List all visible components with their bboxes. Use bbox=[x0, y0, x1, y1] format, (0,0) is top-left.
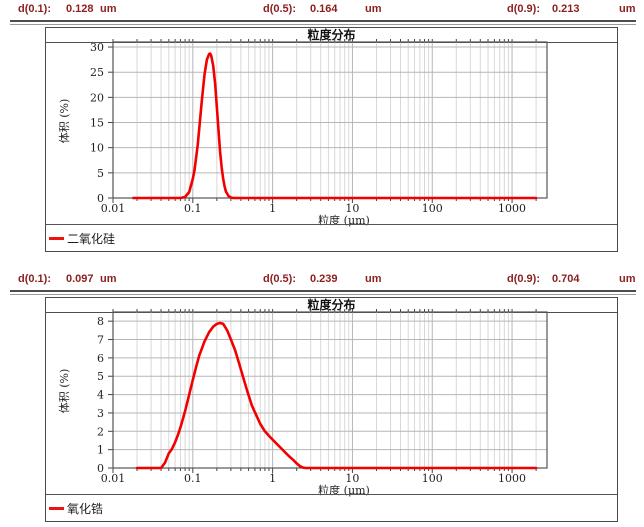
legend-label: 二氧化硅 bbox=[67, 231, 116, 246]
x-axis-title: 粒度 (μm) bbox=[318, 484, 370, 497]
svg-text:1000: 1000 bbox=[498, 202, 526, 215]
particle-size-plot-silica: 0 5 10 15 20 25 30 0.01 0.1 1 10 100 1000 bbox=[90, 39, 548, 215]
d90-label: d(0.9): bbox=[507, 3, 540, 15]
d10-unit: um bbox=[100, 3, 117, 15]
svg-text:0.01: 0.01 bbox=[101, 202, 126, 215]
particle-size-plot-zirconia: 0 1 2 3 4 5 6 7 8 0.01 0.1 1 10 100 1000 bbox=[97, 309, 548, 485]
svg-text:0: 0 bbox=[97, 192, 104, 205]
d10-value: 0.097 bbox=[66, 273, 94, 285]
svg-text:1: 1 bbox=[97, 444, 104, 457]
header-divider bbox=[10, 290, 636, 295]
d50-value: 0.239 bbox=[310, 273, 338, 285]
svg-text:3: 3 bbox=[97, 407, 104, 420]
d10-value: 0.128 bbox=[66, 3, 94, 15]
d50-unit: um bbox=[365, 273, 382, 285]
dvalues-header: d(0.1): 0.128 um d(0.5): 0.164 um d(0.9)… bbox=[0, 0, 644, 18]
d50-label: d(0.5): bbox=[263, 273, 296, 285]
d90-label: d(0.9): bbox=[507, 273, 540, 285]
d90-unit: um bbox=[619, 3, 636, 15]
dvalues-header: d(0.1): 0.097 um d(0.5): 0.239 um d(0.9)… bbox=[0, 270, 644, 288]
chart-box-silica: 粒度分布 0 5 10 15 20 25 30 0.01 0.1 1 10 100 1000 体积 (%… bbox=[45, 27, 618, 252]
svg-text:7: 7 bbox=[97, 334, 104, 347]
legend-divider bbox=[46, 494, 617, 495]
svg-text:0.1: 0.1 bbox=[184, 202, 202, 215]
svg-text:100: 100 bbox=[422, 472, 443, 485]
d10-label: d(0.1): bbox=[18, 273, 51, 285]
d10-label: d(0.1): bbox=[18, 3, 51, 15]
d50-unit: um bbox=[365, 3, 382, 15]
svg-text:15: 15 bbox=[90, 117, 104, 130]
svg-text:1: 1 bbox=[269, 202, 276, 215]
svg-text:0.01: 0.01 bbox=[101, 472, 126, 485]
chart-title: 粒度分布 bbox=[307, 298, 356, 312]
d50-value: 0.164 bbox=[310, 3, 338, 15]
panel-silica: d(0.1): 0.128 um d(0.5): 0.164 um d(0.9)… bbox=[0, 0, 644, 257]
svg-text:20: 20 bbox=[90, 91, 104, 104]
chart-box-zirconia: 粒度分布 0 1 2 3 4 5 6 7 8 0.01 0.1 1 10 100 1000 体积 (%) 粒… bbox=[45, 297, 618, 522]
svg-text:5: 5 bbox=[97, 370, 104, 383]
legend-line-marker bbox=[49, 506, 64, 510]
svg-text:6: 6 bbox=[97, 352, 104, 365]
svg-text:8: 8 bbox=[97, 315, 104, 328]
legend-divider bbox=[46, 224, 617, 225]
svg-text:5: 5 bbox=[97, 167, 104, 180]
header-divider bbox=[10, 20, 636, 25]
d50-label: d(0.5): bbox=[263, 3, 296, 15]
y-axis-title: 体积 (%) bbox=[58, 368, 71, 414]
svg-text:1: 1 bbox=[269, 472, 276, 485]
d90-value: 0.704 bbox=[552, 273, 580, 285]
chart-title: 粒度分布 bbox=[307, 28, 356, 42]
legend: 二氧化硅 bbox=[49, 229, 115, 247]
d90-value: 0.213 bbox=[552, 3, 580, 15]
d90-unit: um bbox=[619, 273, 636, 285]
svg-text:1000: 1000 bbox=[498, 472, 526, 485]
svg-text:0: 0 bbox=[97, 462, 104, 475]
legend-label: 氧化锆 bbox=[67, 501, 104, 516]
panel-zirconia: d(0.1): 0.097 um d(0.5): 0.239 um d(0.9)… bbox=[0, 270, 644, 527]
svg-text:25: 25 bbox=[90, 66, 104, 79]
svg-text:100: 100 bbox=[422, 202, 443, 215]
svg-text:30: 30 bbox=[90, 41, 104, 54]
svg-text:10: 10 bbox=[345, 472, 359, 485]
svg-text:4: 4 bbox=[97, 389, 104, 402]
x-axis-title: 粒度 (μm) bbox=[318, 214, 370, 227]
d10-unit: um bbox=[100, 273, 117, 285]
y-axis-title: 体积 (%) bbox=[58, 98, 71, 144]
svg-text:10: 10 bbox=[90, 142, 104, 155]
legend-line-marker bbox=[49, 236, 64, 240]
svg-text:10: 10 bbox=[345, 202, 359, 215]
svg-text:0.1: 0.1 bbox=[184, 472, 202, 485]
legend: 氧化锆 bbox=[49, 499, 103, 517]
svg-text:2: 2 bbox=[97, 425, 104, 438]
